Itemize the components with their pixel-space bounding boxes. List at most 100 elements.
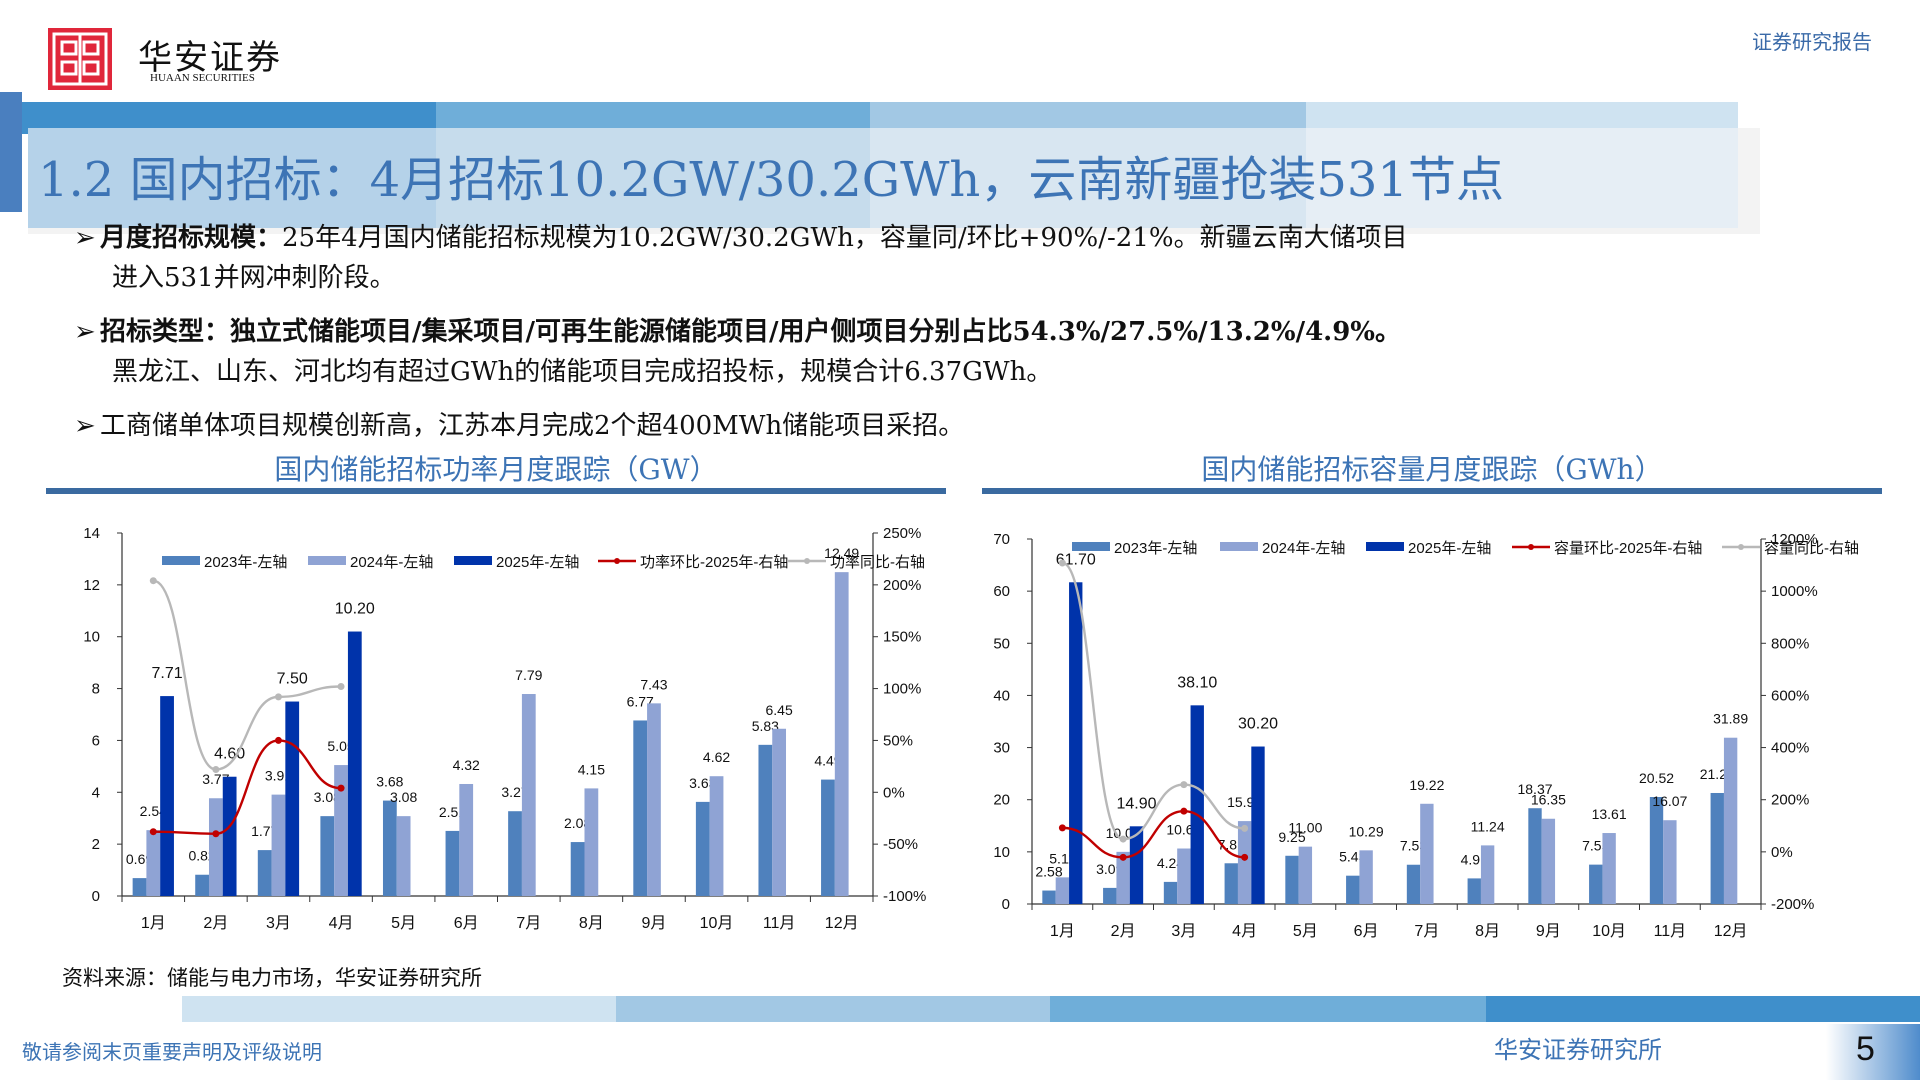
svg-text:4: 4 <box>92 784 100 801</box>
footer-band-3 <box>1050 996 1486 1022</box>
svg-text:2: 2 <box>92 836 100 853</box>
svg-text:16.07: 16.07 <box>1652 793 1687 809</box>
disclaimer-link[interactable]: 敬请参阅末页重要声明及评级说明 <box>22 1040 322 1064</box>
title-shade-1 <box>28 128 436 228</box>
svg-text:10: 10 <box>83 629 100 646</box>
svg-text:0: 0 <box>1002 896 1010 913</box>
svg-text:4.32: 4.32 <box>453 757 480 773</box>
svg-text:11月: 11月 <box>1654 923 1687 940</box>
svg-text:4.15: 4.15 <box>578 761 605 777</box>
svg-text:30.20: 30.20 <box>1238 716 1278 733</box>
svg-text:250%: 250% <box>883 525 921 542</box>
page-number-box <box>1826 1024 1920 1080</box>
svg-text:9月: 9月 <box>1536 923 1561 940</box>
svg-text:9.25: 9.25 <box>1278 829 1305 845</box>
svg-text:100%: 100% <box>883 681 921 698</box>
svg-text:20: 20 <box>993 792 1010 809</box>
svg-text:10: 10 <box>993 844 1010 861</box>
bullet-2: ➢ 招标类型：独立式储能项目/集采项目/可再生能源储能项目/用户侧项目分别占比54… <box>74 312 1834 392</box>
chart-rule-capacity <box>982 488 1882 494</box>
svg-text:14: 14 <box>83 525 100 542</box>
svg-text:2024年-左轴: 2024年-左轴 <box>350 554 433 571</box>
svg-text:6.45: 6.45 <box>766 702 793 718</box>
bullet-2-text-cont: 黑龙江、山东、河北均有超过GWh的储能项目完成招投标，规模合计6.37GWh。 <box>112 357 1053 387</box>
svg-text:40: 40 <box>993 687 1010 704</box>
power-chart: 0 2 4 6 8 10 12 14 -100% -50% 0% 50% 100% 150% 200% 250… <box>83 525 926 932</box>
svg-text:5月: 5月 <box>391 915 416 932</box>
svg-text:2025年-左轴: 2025年-左轴 <box>496 554 579 571</box>
chart-title-power: 国内储能招标功率月度跟踪（GW） <box>274 453 718 486</box>
capacity-chart: 0 10 20 30 40 50 60 70 -200% 0% 200% 400% 600% 800% 10… <box>993 531 1859 940</box>
svg-text:16.35: 16.35 <box>1531 792 1566 808</box>
svg-text:8月: 8月 <box>579 915 604 932</box>
svg-text:4.62: 4.62 <box>703 749 730 765</box>
svg-text:50: 50 <box>993 635 1010 652</box>
title-accent-bar <box>0 92 22 212</box>
bullet-3-text: 工商储单体项目规模创新高，江苏本月完成2个超400MWh储能项目采招。 <box>100 411 965 441</box>
svg-text:0%: 0% <box>883 784 905 801</box>
svg-text:10.29: 10.29 <box>1349 823 1384 839</box>
svg-text:12月: 12月 <box>1714 923 1748 940</box>
svg-text:功率同比-右轴: 功率同比-右轴 <box>830 554 925 571</box>
logo-mark <box>48 28 112 90</box>
svg-text:2.58: 2.58 <box>1035 864 1062 880</box>
svg-text:6: 6 <box>92 732 100 749</box>
bullet-1: ➢ 月度招标规模：25年4月国内储能招标规模为10.2GW/30.2GWh，容量同… <box>74 218 1834 298</box>
svg-text:2月: 2月 <box>203 915 228 932</box>
svg-text:3月: 3月 <box>266 915 291 932</box>
svg-text:8: 8 <box>92 681 100 698</box>
svg-text:400%: 400% <box>1771 740 1809 757</box>
logo-text-cn: 华安证券 <box>138 38 282 78</box>
page-number: 5 <box>1856 1030 1875 1068</box>
svg-text:19.22: 19.22 <box>1409 777 1444 793</box>
svg-text:10.20: 10.20 <box>335 601 375 618</box>
bullet-1-heading: 月度招标规模： <box>100 223 283 253</box>
footer-band-1 <box>182 996 616 1022</box>
svg-text:2025年-左轴: 2025年-左轴 <box>1408 540 1491 557</box>
svg-text:2024年-左轴: 2024年-左轴 <box>1262 540 1345 557</box>
svg-text:3月: 3月 <box>1171 923 1196 940</box>
title-shade-2 <box>436 128 870 228</box>
svg-text:38.10: 38.10 <box>1177 674 1217 691</box>
footer-band-2 <box>616 996 1050 1022</box>
svg-text:600%: 600% <box>1771 687 1809 704</box>
svg-text:功率环比-2025年-右轴: 功率环比-2025年-右轴 <box>640 554 788 571</box>
svg-text:4月: 4月 <box>1232 923 1257 940</box>
svg-text:2023年-左轴: 2023年-左轴 <box>204 554 287 571</box>
svg-text:容量环比-2025年-右轴: 容量环比-2025年-右轴 <box>1554 540 1702 557</box>
svg-text:70: 70 <box>993 531 1010 548</box>
svg-text:12: 12 <box>83 577 100 594</box>
svg-text:60: 60 <box>993 583 1010 600</box>
report-type-label: 证券研究报告 <box>1752 30 1872 54</box>
title-shade-3 <box>870 128 1306 228</box>
svg-text:7.79: 7.79 <box>515 667 542 683</box>
svg-text:7.71: 7.71 <box>151 665 182 682</box>
source-note: 资料来源：储能与电力市场，华安证券研究所 <box>62 966 482 990</box>
bullet-1-text-cont: 进入531并网冲刺阶段。 <box>112 263 396 293</box>
svg-text:4月: 4月 <box>329 915 354 932</box>
svg-text:800%: 800% <box>1771 635 1809 652</box>
svg-text:7月: 7月 <box>516 915 541 932</box>
svg-text:7月: 7月 <box>1414 923 1439 940</box>
svg-text:18.37: 18.37 <box>1517 781 1552 797</box>
svg-text:150%: 150% <box>883 629 921 646</box>
svg-text:2023年-左轴: 2023年-左轴 <box>1114 540 1197 557</box>
svg-text:3.68: 3.68 <box>376 774 403 790</box>
svg-text:2月: 2月 <box>1111 923 1136 940</box>
organization-name: 华安证券研究所 <box>1494 1036 1662 1064</box>
svg-text:200%: 200% <box>1771 792 1809 809</box>
svg-text:0: 0 <box>92 888 100 905</box>
title-shade-4 <box>1306 128 1738 228</box>
arrow-bullet-icon: ➢ <box>74 317 96 347</box>
svg-text:0%: 0% <box>1771 844 1793 861</box>
bullet-2-heading: 招标类型：独立式储能项目/集采项目/可再生能源储能项目/用户侧项目分别占比54.… <box>100 317 1402 347</box>
chart-legend: 2023年-左轴 2024年-左轴 2025年-左轴 功率环比-2025年-右轴 功率同… <box>162 554 925 571</box>
svg-text:200%: 200% <box>883 577 921 594</box>
bullet-1-text: 25年4月国内储能招标规模为10.2GW/30.2GWh，容量同/环比+90%/… <box>282 223 1408 253</box>
footer-band-4 <box>1486 996 1920 1022</box>
arrow-bullet-icon: ➢ <box>74 411 96 441</box>
svg-text:4.60: 4.60 <box>214 746 245 763</box>
svg-text:7.50: 7.50 <box>277 671 308 688</box>
svg-text:20.52: 20.52 <box>1639 770 1674 786</box>
svg-text:7.43: 7.43 <box>640 676 667 692</box>
